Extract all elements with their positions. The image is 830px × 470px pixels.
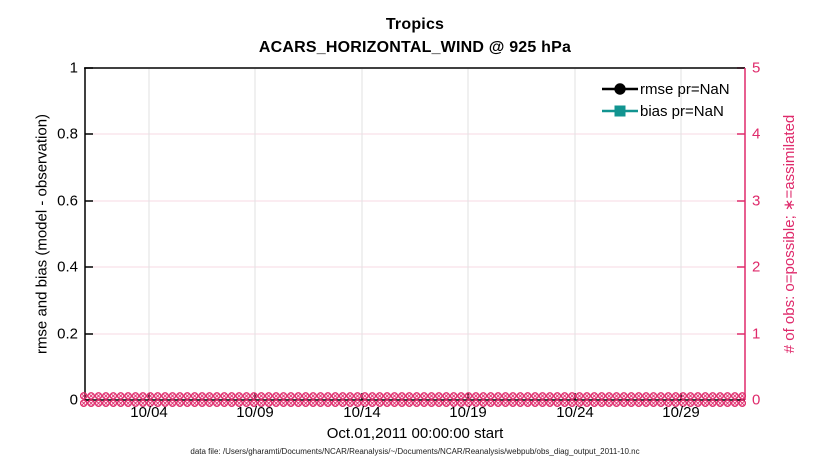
legend-label-rmse: rmse pr=NaN (640, 80, 730, 98)
y-right-tick: 3 (752, 192, 761, 210)
legend-label-bias: bias pr=NaN (640, 102, 724, 120)
y-right-tick: 2 (752, 258, 761, 276)
y-right-tick: 1 (752, 325, 761, 343)
axis-left-ticks (85, 67, 93, 401)
x-axis-label: Oct.01,2011 00:00:00 start (326, 425, 504, 442)
x-tick: 10/24 (556, 404, 594, 421)
legend-item-bias: bias pr=NaN (601, 100, 730, 122)
figure-subtitle: ACARS_HORIZONTAL_WIND @ 925 hPa (258, 39, 572, 56)
x-tick: 10/19 (449, 404, 487, 421)
figure-title: Tropics (385, 16, 445, 33)
y-right-tick: 4 (752, 125, 761, 143)
legend-item-rmse: rmse pr=NaN (601, 78, 730, 100)
data-file-footer: data file: /Users/gharamti/Documents/NCA… (190, 447, 640, 456)
y-left-tick: 0.6 (57, 192, 78, 210)
y-left-tick: 0.2 (57, 325, 78, 343)
x-tick: 10/29 (662, 404, 700, 421)
x-tick: 10/14 (343, 404, 381, 421)
y-right-tick: 0 (752, 391, 761, 409)
grid-horizontal (86, 133, 744, 335)
y-left-tick: 0.4 (57, 258, 78, 276)
y-right-tick: 5 (752, 59, 761, 77)
legend: rmse pr=NaN bias pr=NaN (601, 78, 730, 122)
y-left-tick: 0 (69, 391, 78, 409)
bias-line-square-icon (602, 105, 638, 117)
y-left-tick: 1 (69, 59, 78, 77)
x-tick: 10/09 (236, 404, 274, 421)
x-tick: 10/04 (130, 404, 168, 421)
obs-marker-band (80, 392, 746, 407)
y-left-tick: 0.8 (57, 125, 78, 143)
axis-right-ticks (737, 67, 745, 401)
rmse-line-circle-icon (602, 83, 638, 95)
grid-vertical (148, 69, 682, 399)
